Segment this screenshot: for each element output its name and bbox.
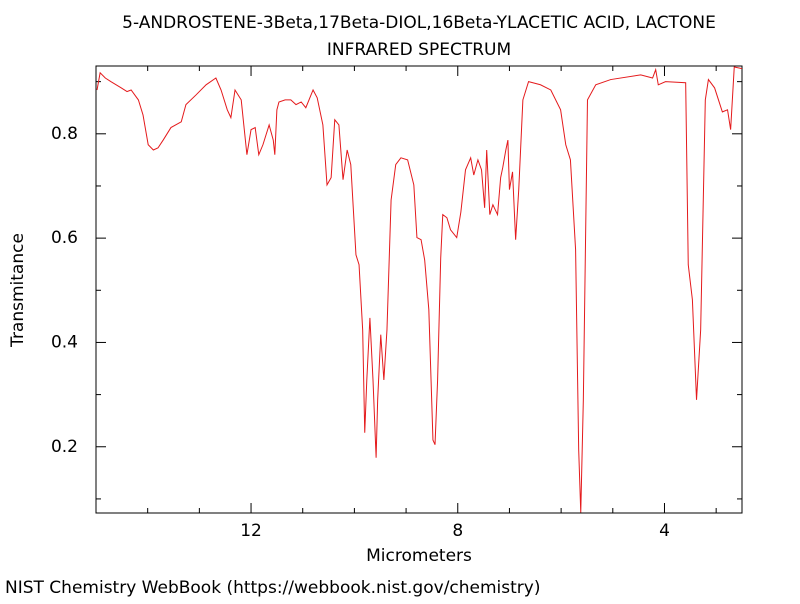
- y-tick-label: 0.6: [51, 228, 78, 248]
- x-tick-label: 4: [659, 521, 670, 541]
- x-tick-label: 12: [240, 521, 262, 541]
- y-tick-label: 0.8: [51, 124, 78, 144]
- x-tick-label: 8: [452, 521, 463, 541]
- footer: NIST Chemistry WebBook (https://webbook.…: [5, 578, 540, 598]
- y-axis-label: Transmitance: [8, 233, 28, 348]
- plot-frame: [95, 65, 743, 514]
- chart-title: 5-ANDROSTENE-3Beta,17Beta-DIOL,16Beta-YL…: [122, 13, 716, 33]
- spectrum-line: [96, 66, 742, 513]
- y-tick-label: 0.2: [51, 437, 78, 457]
- x-axis-label: Micrometers: [366, 546, 472, 566]
- y-tick-label: 0.4: [51, 332, 78, 352]
- chart-subtitle: INFRARED SPECTRUM: [327, 40, 511, 60]
